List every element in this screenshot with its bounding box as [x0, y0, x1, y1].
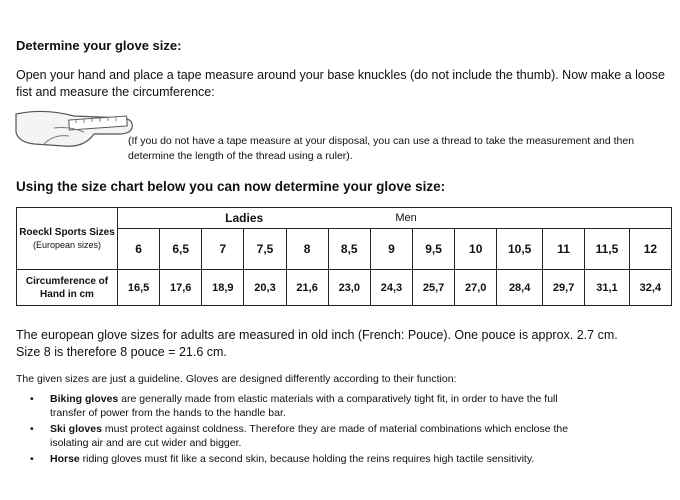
- circumference-cell: 25,7: [411, 269, 456, 306]
- circumference-cell: 27,0: [454, 269, 498, 306]
- size-cell: 7: [201, 228, 245, 270]
- glove-type: Biking gloves: [50, 393, 119, 405]
- pouce-line-2: Size 8 is therefore 8 pouce = 21.6 cm.: [16, 345, 227, 359]
- glove-description: must protect against coldness. Therefore…: [50, 423, 569, 449]
- list-item: Horse riding gloves must fit like a seco…: [30, 452, 590, 466]
- circumference-label: Circumference of Hand in cm: [16, 269, 118, 306]
- circumference-cell: 28,4: [496, 269, 544, 306]
- heading-size-chart: Using the size chart below you can now d…: [16, 179, 446, 194]
- ladies-header: Ladies: [117, 207, 371, 229]
- circumference-cell: 24,3: [369, 269, 413, 306]
- circumference-cell: 20,3: [243, 269, 287, 306]
- glove-types-list: Biking gloves are generally made from el…: [30, 392, 590, 468]
- glove-description: riding gloves must fit like a second ski…: [79, 453, 535, 465]
- circumference-cell: 29,7: [542, 269, 586, 306]
- intro-text: Open your hand and place a tape measure …: [16, 68, 666, 99]
- circumference-cell: 23,0: [327, 269, 371, 306]
- thread-note: (If you do not have a tape measure at yo…: [128, 135, 635, 162]
- glove-description: are generally made from elastic material…: [50, 393, 558, 419]
- size-cell: 10,5: [496, 228, 544, 270]
- circumference-cell: 31,1: [584, 269, 630, 306]
- circumference-row: Circumference of Hand in cm 16,5 17,6 18,9…: [16, 269, 673, 306]
- list-item: Ski gloves must protect against coldness…: [30, 422, 590, 450]
- size-cell: 6: [116, 228, 161, 270]
- size-cell: 6,5: [159, 228, 203, 270]
- size-cell: 12: [628, 228, 673, 270]
- glove-type: Horse: [50, 453, 80, 465]
- circumference-cell: 21,6: [285, 269, 329, 306]
- list-item: Biking gloves are generally made from el…: [30, 392, 590, 420]
- size-cell: 11,5: [584, 228, 630, 270]
- guideline-text: The given sizes are just a guideline. Gl…: [16, 373, 457, 385]
- sizes-row: 6 6,5 7 7,5 8 8,5 9 9,5 10 10,5 11 11,5 12: [17, 228, 673, 270]
- pouce-line-1: The european glove sizes for adults are …: [16, 328, 618, 342]
- circumference-cell: 16,5: [116, 269, 161, 306]
- heading-determine: Determine your glove size:: [16, 38, 182, 53]
- size-cell: 11: [542, 228, 586, 270]
- circumference-cell: 18,9: [201, 269, 245, 306]
- size-cell: 8,5: [327, 228, 371, 270]
- size-cell: 10: [454, 228, 498, 270]
- size-cell: 9,5: [411, 228, 456, 270]
- glove-type: Ski gloves: [50, 423, 102, 435]
- hand-measure-illustration: [15, 110, 133, 147]
- size-cell: 8: [285, 228, 329, 270]
- size-cell: 9: [369, 228, 413, 270]
- men-header: Men: [370, 207, 673, 229]
- sizes-label: Roeckl Sports Sizes (European sizes): [16, 207, 118, 270]
- size-chart-table: Roeckl Sports Sizes (European sizes) Ladi…: [16, 207, 673, 306]
- circumference-cell: 17,6: [159, 269, 203, 306]
- circumference-cell: 32,4: [628, 269, 673, 306]
- size-cell: 7,5: [243, 228, 287, 270]
